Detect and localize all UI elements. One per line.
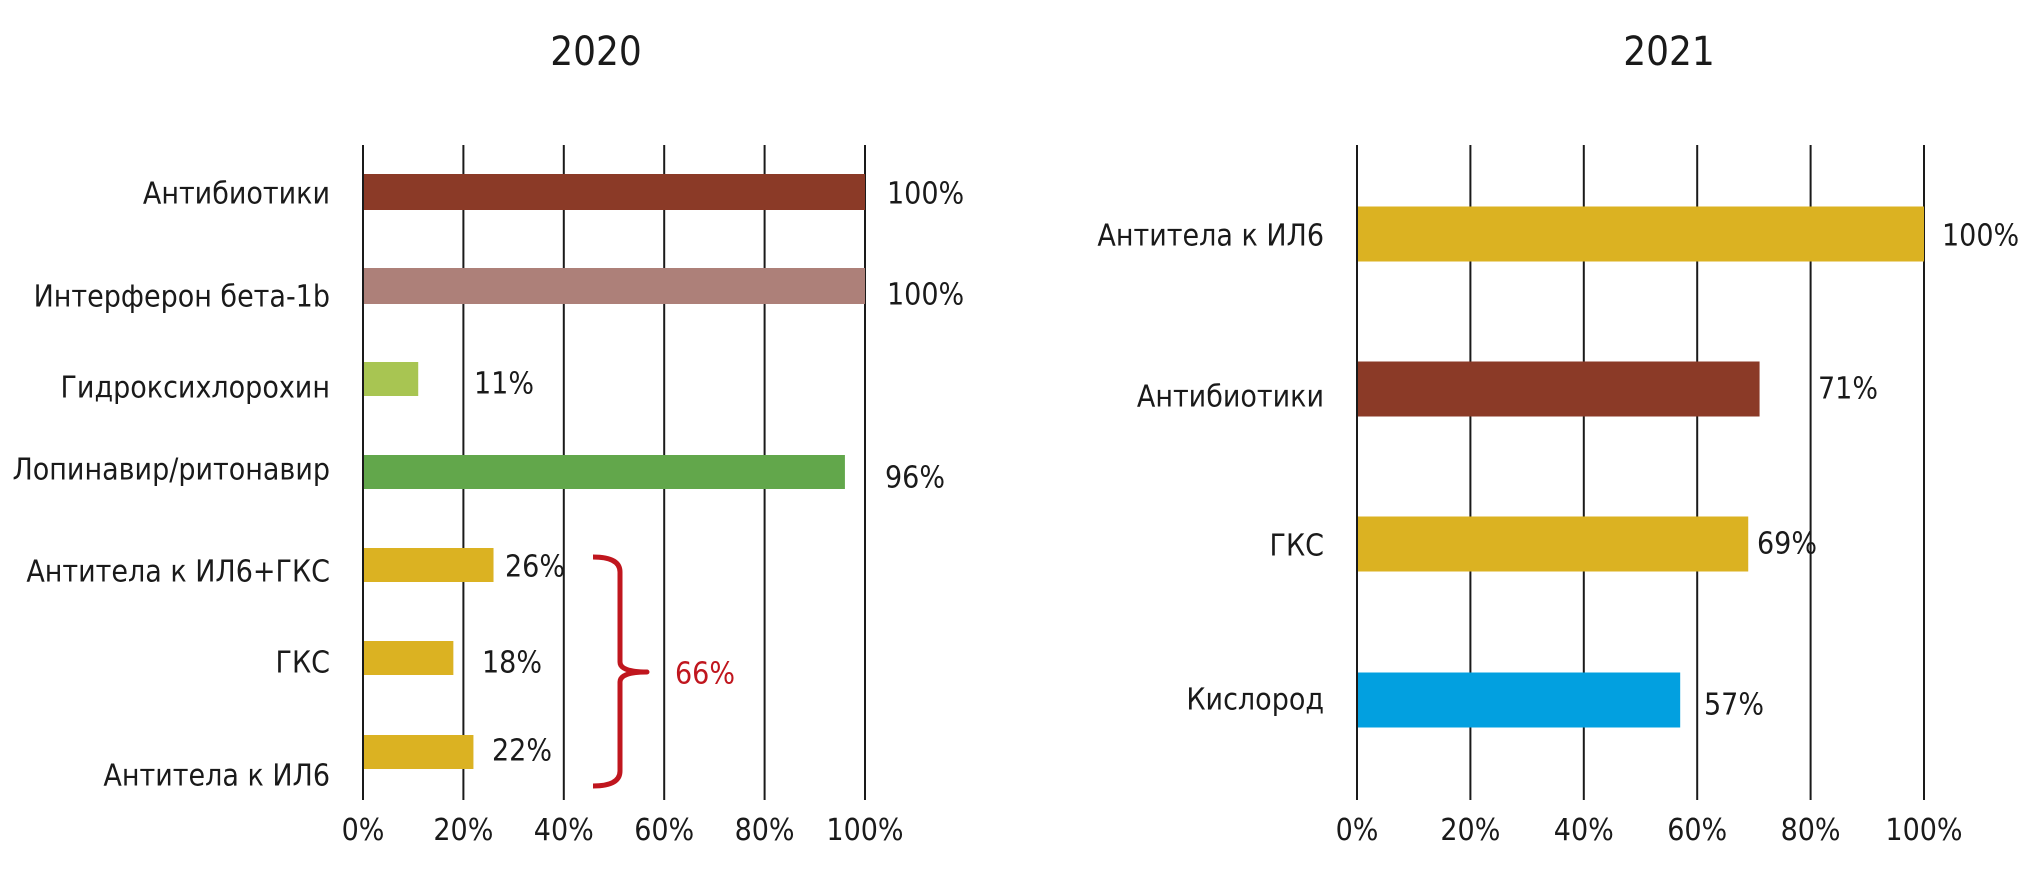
value-label: 69% (1757, 527, 1817, 562)
bar (364, 268, 865, 304)
brace-icon (592, 554, 650, 789)
category-label: Антитела к ИЛ6 (103, 759, 330, 794)
value-label: 100% (887, 177, 964, 212)
x-tick-label: 40% (1554, 813, 1614, 848)
x-tick-label: 20% (1440, 813, 1500, 848)
category-label: Интерферон бета-1b (34, 280, 330, 315)
bar (364, 735, 474, 769)
value-label: 100% (1942, 219, 2019, 254)
category-label: Антибиотики (143, 177, 330, 212)
chart-title: 2021 (1623, 29, 1715, 75)
value-label: 71% (1818, 372, 1878, 407)
chart-title: 2020 (550, 29, 642, 75)
x-tick-label: 100% (826, 813, 903, 848)
x-tick-label: 100% (1885, 813, 1962, 848)
bar (364, 641, 454, 675)
category-label: Антибиотики (1137, 380, 1324, 415)
bar (1358, 672, 1681, 728)
x-tick-label: 80% (735, 813, 795, 848)
category-label: ГКС (276, 646, 330, 681)
value-label: 18% (482, 646, 542, 681)
brace-label: 66% (675, 657, 735, 692)
x-tick-label: 80% (1781, 813, 1841, 848)
category-label: Антитела к ИЛ6+ГКС (26, 555, 330, 590)
bar (364, 455, 845, 489)
x-tick-label: 20% (433, 813, 493, 848)
x-tick-label: 60% (634, 813, 694, 848)
category-label: Гидроксихлорохин (60, 371, 330, 406)
value-label: 96% (885, 461, 945, 496)
x-tick-label: 60% (1667, 813, 1727, 848)
chart-2020: 2020 0% 20% 40% 60% 80% 100% Антибиотики 100% Инт… (12, 29, 964, 848)
x-tick-label: 0% (342, 813, 385, 848)
bar (1358, 516, 1749, 572)
category-label: Лопинавир/ритонавир (12, 453, 330, 488)
value-label: 11% (474, 367, 534, 402)
x-tick-label: 40% (534, 813, 594, 848)
bar (364, 548, 494, 582)
x-tick-label: 0% (1336, 813, 1379, 848)
category-label: ГКС (1270, 529, 1324, 564)
bar (1358, 361, 1760, 417)
value-label: 26% (505, 550, 565, 585)
value-label: 22% (492, 734, 552, 769)
chart-2021: 2021 0% 20% 40% 60% 80% 100% Антитела к ИЛ6 100%… (1097, 29, 2019, 848)
value-label: 57% (1704, 688, 1764, 723)
bar (1358, 206, 1924, 262)
category-label: Антитела к ИЛ6 (1097, 219, 1324, 254)
bar (364, 174, 865, 210)
value-label: 100% (887, 278, 964, 313)
bar (364, 362, 419, 396)
category-label: Кислород (1186, 683, 1324, 718)
